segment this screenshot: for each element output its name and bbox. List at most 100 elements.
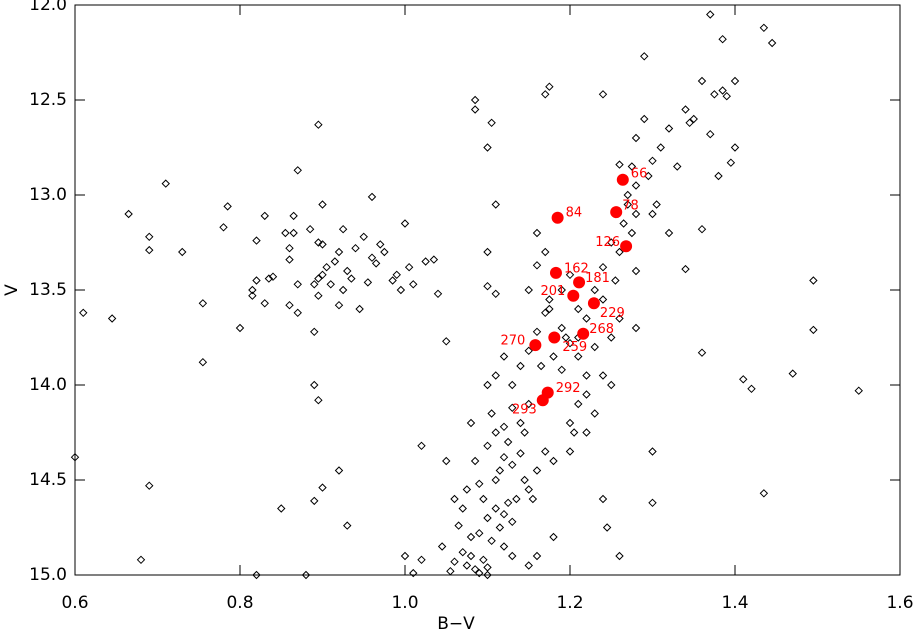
diamond-point [351, 243, 360, 253]
diamond-point [582, 371, 591, 380]
diamond-point [470, 105, 480, 114]
diamond-point [664, 124, 674, 133]
y-axis-label: V [2, 284, 22, 296]
diamond-point [582, 390, 591, 399]
diamond-point [310, 496, 319, 506]
highlight-point [610, 206, 623, 219]
diamond-point [549, 456, 558, 466]
diamond-point [301, 570, 311, 580]
diamond-point [508, 517, 517, 527]
diamond-point [355, 304, 364, 314]
diamond-point [809, 325, 818, 335]
diamond-point [590, 342, 599, 352]
diamond-point [557, 323, 566, 333]
diamond-point [483, 441, 492, 451]
diamond-point [260, 211, 269, 221]
diamond-point [524, 485, 533, 494]
diamond-point [314, 274, 323, 283]
diamond-point [318, 240, 327, 249]
diamond-point [582, 428, 591, 437]
diamond-point [631, 266, 641, 276]
diamond-point [248, 285, 257, 295]
diamond-point [499, 452, 509, 462]
highlight-point [587, 297, 600, 310]
diamond-point [541, 308, 550, 318]
diamond-point [277, 504, 286, 513]
diamond-point [400, 551, 410, 561]
diamond-point [483, 247, 492, 257]
y-tick-label: 13.0 [29, 185, 67, 205]
diamond-point [697, 76, 707, 86]
diamond-point [252, 236, 261, 245]
diamond-point [479, 494, 488, 504]
diamond-point [400, 219, 410, 228]
diamond-point [718, 34, 727, 44]
diamond-point [450, 557, 459, 566]
diamond-point [714, 171, 723, 181]
y-tick-label: 14.0 [29, 375, 67, 395]
point-label: 201 [540, 284, 565, 299]
diamond-point [334, 247, 344, 257]
highlight-point [529, 339, 542, 352]
diamond-point [223, 202, 232, 211]
diamond-point [697, 224, 707, 234]
diamond-point [326, 280, 335, 289]
diamond-point [338, 224, 348, 234]
y-tick-label: 12.5 [29, 90, 67, 110]
highlight-point [549, 266, 562, 279]
diamond-point [289, 211, 298, 221]
point-label: 162 [564, 261, 589, 276]
diamond-point [759, 489, 769, 498]
diamond-point [363, 278, 373, 287]
diamond-point [318, 483, 327, 492]
diamond-point [491, 504, 500, 513]
diamond-point [347, 274, 356, 283]
diamond-point [487, 409, 496, 418]
diamond-point [508, 380, 517, 390]
diamond-point [681, 105, 690, 114]
diamond-point [483, 281, 492, 291]
diamond-point [607, 333, 616, 342]
diamond-point [491, 289, 500, 299]
diamond-point [343, 266, 352, 276]
point-label: 259 [562, 340, 587, 355]
diamond-point [310, 327, 319, 337]
diamond-point [293, 280, 302, 289]
diamond-point [483, 563, 492, 572]
diamond-point [442, 456, 451, 466]
diamond-point [623, 190, 632, 200]
x-tick-label: 0.6 [61, 593, 88, 613]
point-label: 181 [585, 271, 610, 286]
diamond-point [545, 82, 554, 91]
diamond-point [450, 494, 459, 504]
point-label: 292 [556, 381, 581, 396]
diamond-point [252, 570, 261, 580]
diamond-point [499, 352, 509, 361]
diamond-point [198, 299, 208, 308]
diamond-point [673, 162, 682, 171]
diamond-point [524, 285, 533, 295]
diamond-point [314, 238, 323, 247]
diamond-point [491, 475, 500, 485]
diamond-point [516, 418, 525, 428]
diamond-point [656, 143, 665, 152]
diamond-point [648, 156, 657, 166]
diamond-point [338, 285, 348, 295]
diamond-point [470, 456, 480, 466]
diamond-point [318, 270, 327, 280]
diamond-point [285, 300, 294, 310]
point-label: 268 [589, 322, 614, 337]
diamond-point [532, 261, 542, 270]
diamond-point [590, 285, 599, 295]
diamond-point [503, 498, 513, 508]
diamond-point [598, 262, 608, 272]
diamond-point [178, 247, 187, 257]
diamond-point [483, 513, 492, 523]
diamond-point [681, 264, 690, 274]
diamond-point [470, 565, 480, 574]
diamond-point [248, 291, 257, 300]
diamond-point [615, 314, 624, 323]
diamond-point [466, 532, 476, 542]
diamond-point [235, 323, 245, 333]
diamond-point [598, 494, 608, 504]
